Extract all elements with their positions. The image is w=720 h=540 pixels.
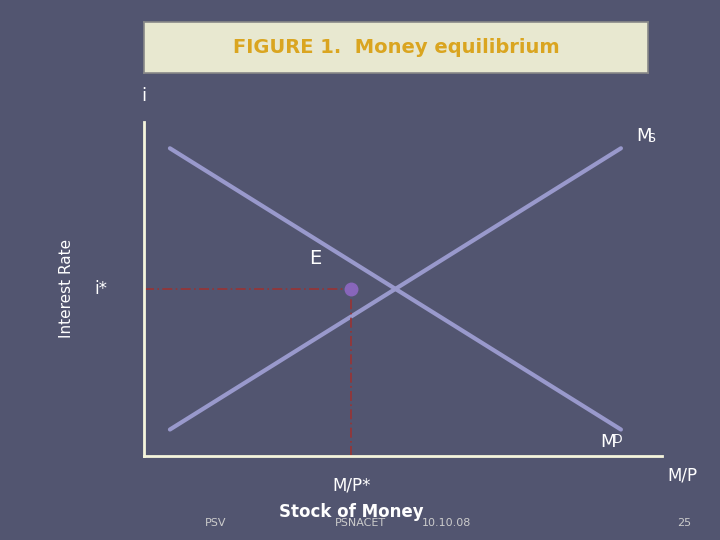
- Text: PSNACET: PSNACET: [334, 518, 386, 529]
- Text: i*: i*: [95, 280, 108, 298]
- Text: M/P: M/P: [667, 467, 698, 484]
- Text: M/P*: M/P*: [332, 476, 371, 495]
- Text: PSV: PSV: [205, 518, 227, 529]
- Text: 10.10.08: 10.10.08: [422, 518, 471, 529]
- Text: FIGURE 1.  Money equilibrium: FIGURE 1. Money equilibrium: [233, 38, 559, 57]
- Text: Stock of Money: Stock of Money: [279, 503, 423, 521]
- Text: M: M: [600, 433, 616, 451]
- Text: D: D: [613, 433, 623, 446]
- Text: S: S: [647, 132, 655, 145]
- Text: 25: 25: [677, 518, 691, 529]
- Text: i: i: [141, 87, 147, 105]
- Text: Interest Rate: Interest Rate: [59, 239, 73, 339]
- Text: E: E: [309, 249, 321, 268]
- Text: M: M: [636, 127, 652, 145]
